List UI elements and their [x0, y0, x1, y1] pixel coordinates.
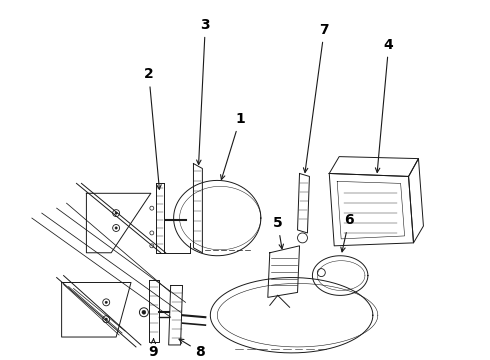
Text: 2: 2	[144, 67, 161, 189]
Text: 4: 4	[375, 37, 393, 172]
Text: 5: 5	[273, 216, 284, 249]
Circle shape	[142, 310, 146, 314]
Text: 7: 7	[303, 23, 329, 172]
Circle shape	[115, 212, 117, 214]
Text: 8: 8	[179, 339, 205, 359]
Circle shape	[105, 301, 107, 303]
Text: 1: 1	[220, 112, 245, 180]
Circle shape	[115, 227, 117, 229]
Text: 6: 6	[341, 213, 354, 252]
Circle shape	[105, 318, 107, 320]
Text: 3: 3	[196, 18, 210, 165]
Text: 9: 9	[148, 339, 158, 359]
